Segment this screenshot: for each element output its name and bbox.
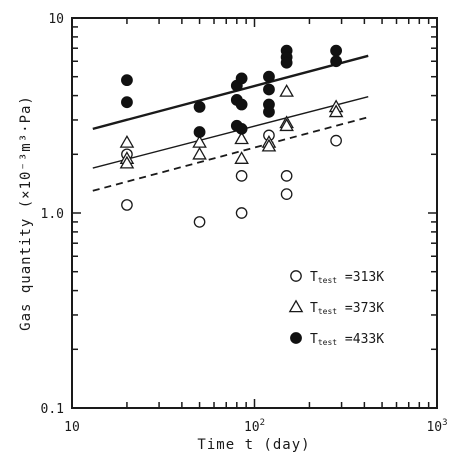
y-axis-title: Gas quantity (×10⁻³m³·Pa) — [18, 95, 34, 331]
legend-label-sub: test — [318, 307, 337, 316]
legend-label-main: T — [310, 301, 318, 316]
fit-line — [92, 95, 369, 169]
data-point — [235, 207, 248, 219]
data-point — [280, 170, 293, 182]
legend-box — [278, 262, 428, 352]
data-point — [328, 104, 344, 118]
data-point — [279, 118, 294, 132]
legend-label-main: T — [310, 332, 318, 347]
data-point — [235, 170, 248, 182]
x-axis-title: Time t (day) — [197, 437, 310, 453]
legend-label: Ttest =373K — [310, 301, 384, 316]
x-tick-label-exponent: 3 — [442, 418, 447, 428]
data-point — [235, 98, 248, 111]
data-point — [330, 55, 343, 68]
data-point — [234, 151, 249, 164]
y-tick-label: 1.0 — [41, 207, 64, 222]
legend-label: Ttest =433K — [310, 332, 384, 347]
data-point — [235, 72, 248, 85]
data-point — [330, 134, 342, 147]
legend-marker — [290, 270, 302, 282]
data-point — [280, 56, 293, 69]
data-point — [119, 155, 135, 169]
data-point — [263, 83, 275, 96]
data-point — [121, 74, 133, 87]
y-tick-label: 0.1 — [41, 402, 64, 417]
legend-label: Ttest =313K — [310, 270, 384, 285]
fit-line — [92, 54, 369, 131]
data-point — [263, 70, 275, 83]
data-points — [119, 44, 344, 228]
legend-label-value: =433K — [337, 332, 384, 347]
data-point — [121, 199, 133, 211]
data-point — [280, 188, 293, 200]
data-point — [279, 83, 294, 97]
data-point — [263, 105, 275, 118]
x-tick-label: 10 — [64, 420, 80, 435]
data-point — [121, 96, 133, 109]
legend-label-sub: test — [318, 276, 337, 285]
data-point — [193, 126, 206, 138]
legend-label-sub: test — [318, 338, 337, 347]
legend-label-value: =373K — [337, 301, 384, 316]
data-point — [235, 122, 248, 135]
data-point — [261, 138, 277, 152]
legend-marker — [290, 332, 302, 344]
x-tick-label-exponent: 2 — [260, 418, 265, 428]
data-point — [193, 216, 206, 228]
legend-label-value: =313K — [337, 270, 384, 285]
data-point — [193, 101, 206, 113]
legend-label-main: T — [310, 270, 318, 285]
data-point — [234, 131, 249, 145]
legend-marker — [288, 299, 304, 313]
fit-lines — [92, 54, 369, 192]
data-point — [119, 134, 135, 148]
axis-ticks — [72, 18, 437, 408]
y-tick-label: 10 — [48, 12, 64, 27]
data-point — [192, 146, 207, 160]
data-point — [330, 44, 343, 57]
